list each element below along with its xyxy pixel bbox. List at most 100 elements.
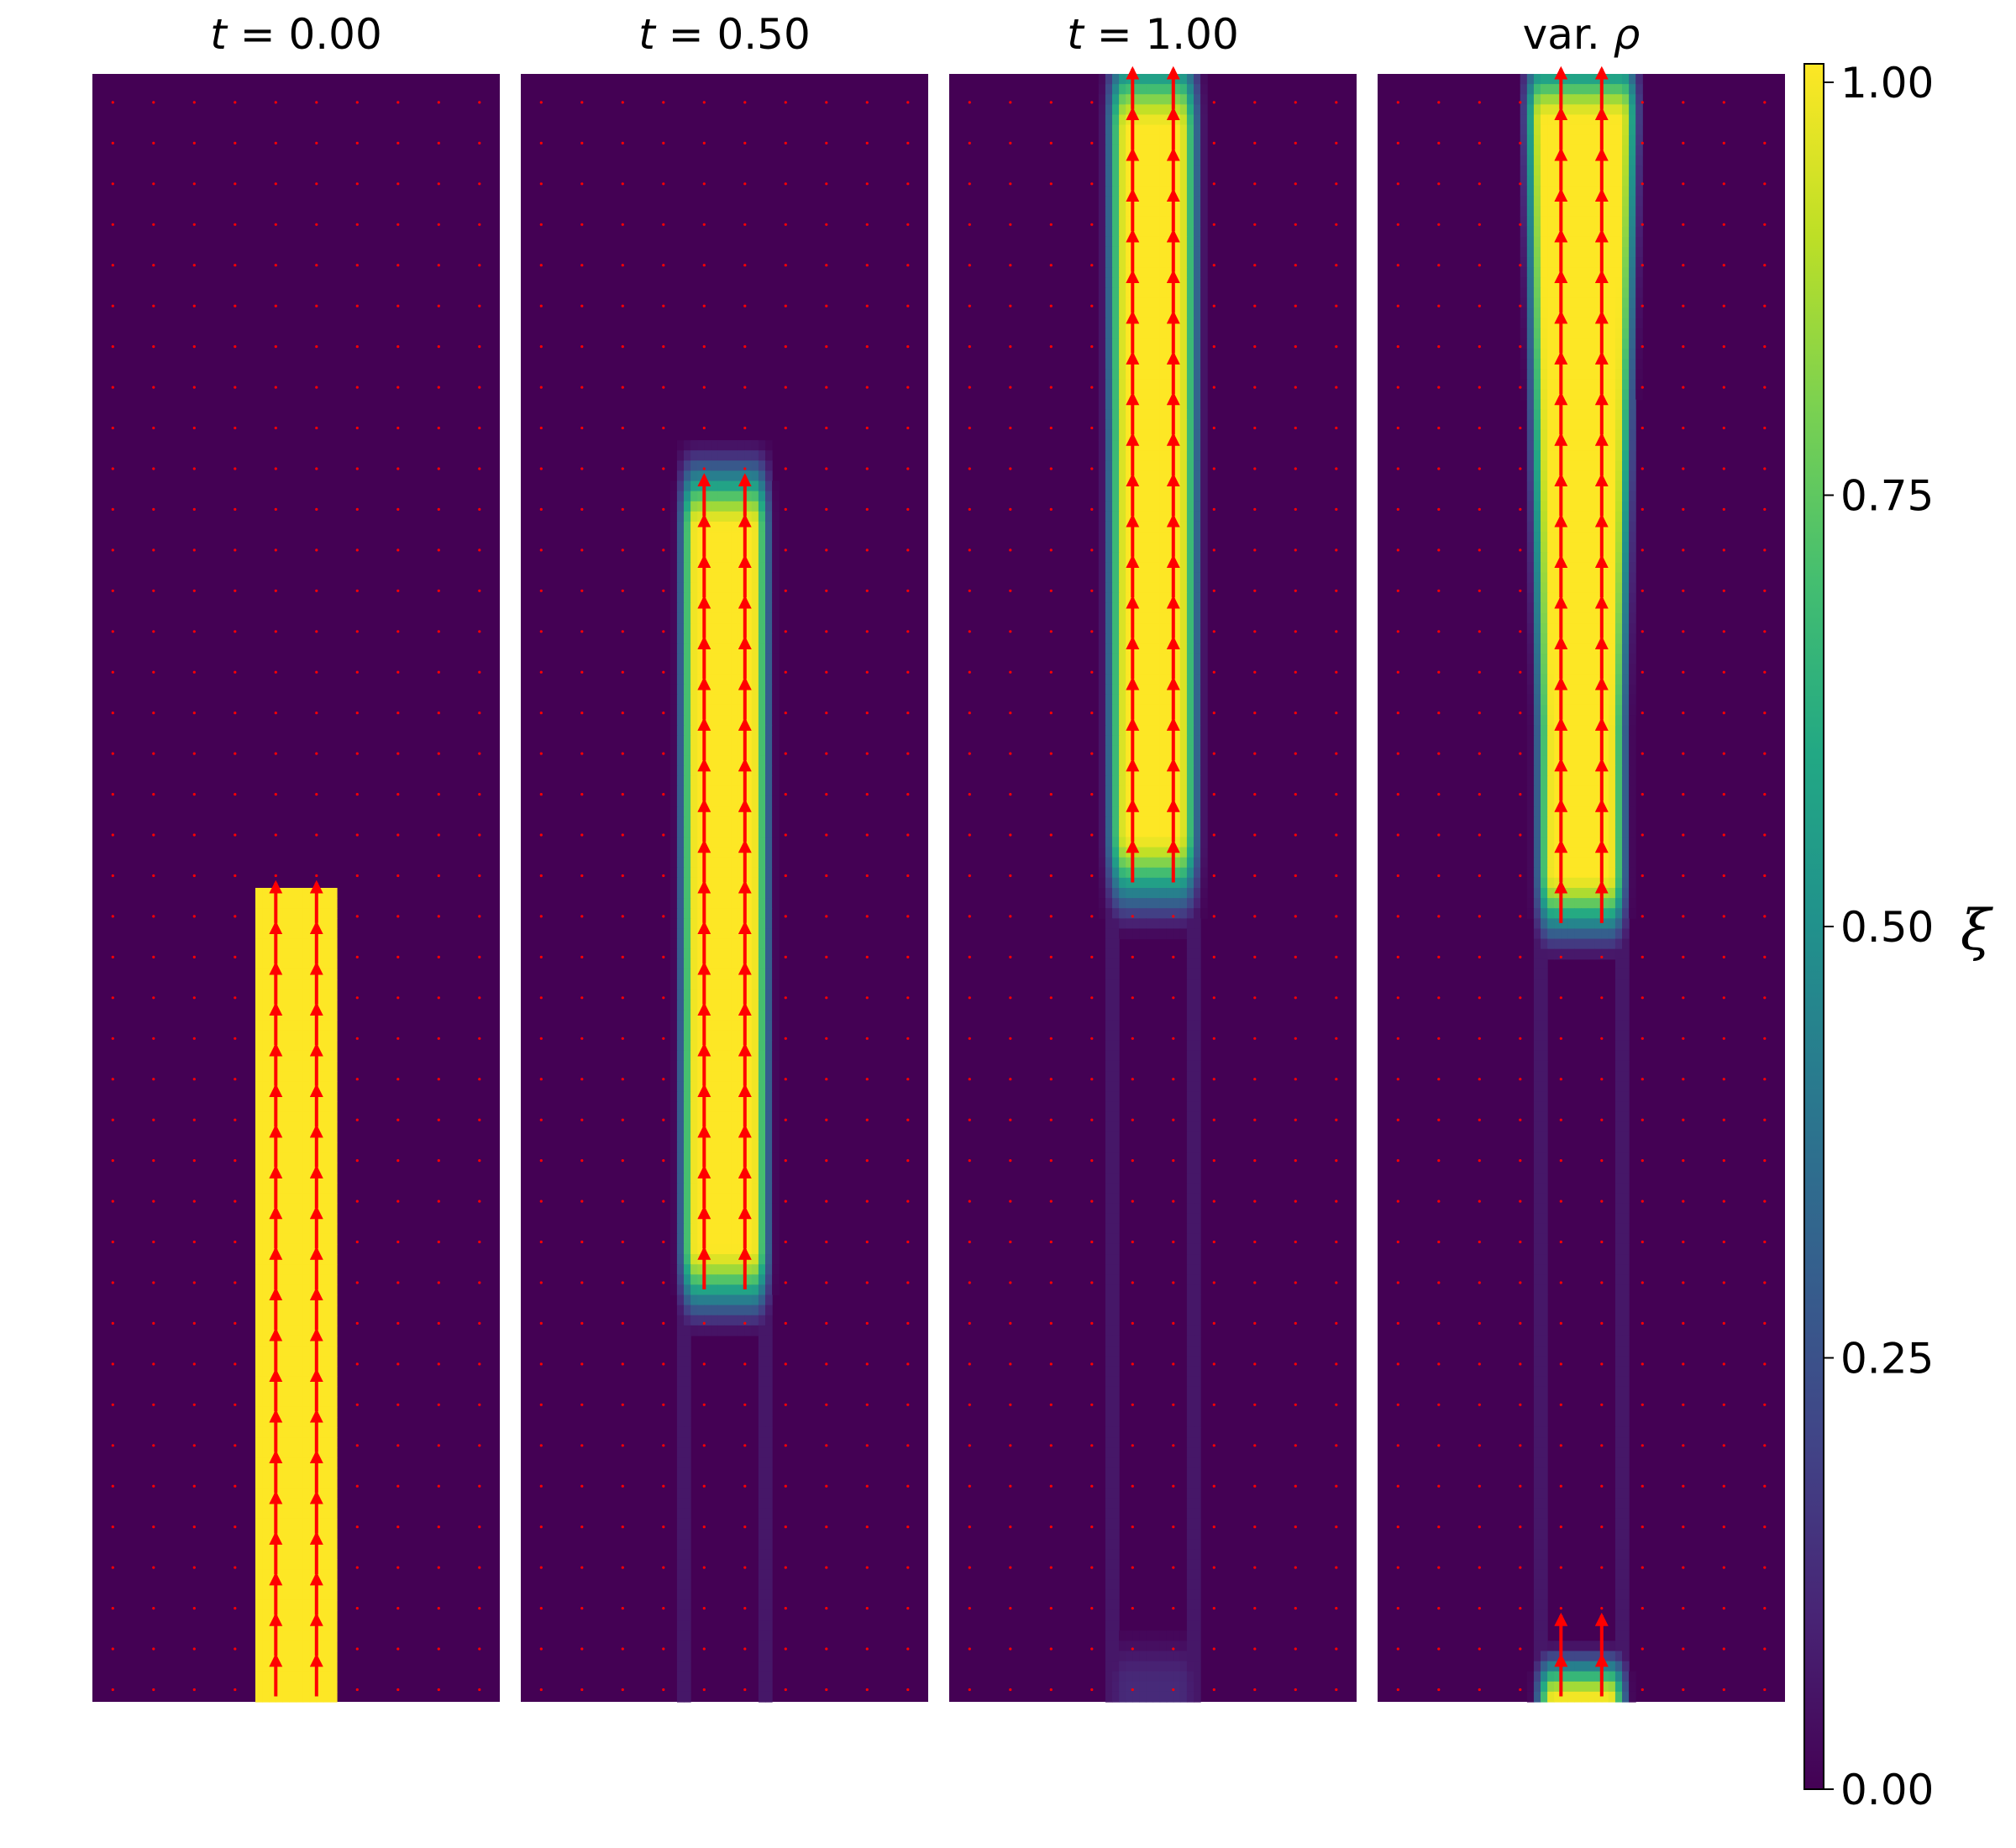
heatmap-cell <box>1105 1467 1113 1479</box>
heatmap-cell <box>1119 114 1126 126</box>
heatmap-cell <box>717 948 726 960</box>
heatmap-cell <box>704 1264 711 1275</box>
quiver-dot <box>437 304 440 307</box>
heatmap-cell <box>1139 602 1147 614</box>
heatmap-cell <box>1179 216 1188 228</box>
heatmap-cell <box>758 450 766 461</box>
heatmap-cell <box>731 979 739 990</box>
heatmap-cell <box>724 928 732 940</box>
heatmap-cell <box>731 1183 739 1194</box>
heatmap-cell <box>765 948 773 960</box>
heatmap-cell <box>697 612 705 624</box>
heatmap-cell <box>302 990 311 1000</box>
heatmap-cell <box>765 898 773 909</box>
quiver-dot <box>478 752 481 755</box>
heatmap-cell <box>758 440 766 451</box>
heatmap-cell <box>269 1518 276 1530</box>
heatmap-cell <box>684 1661 691 1672</box>
heatmap-cell <box>751 1050 759 1062</box>
heatmap-cell <box>676 674 685 685</box>
quiver-dot <box>478 549 481 552</box>
heatmap-cell <box>676 1081 685 1092</box>
heatmap-cell <box>744 1101 753 1113</box>
heatmap-cell <box>1173 816 1181 827</box>
heatmap-cell <box>751 1060 759 1072</box>
heatmap-cell <box>1105 1213 1113 1225</box>
heatmap-cell <box>738 745 746 757</box>
heatmap-cell <box>751 1020 759 1032</box>
quiver-dot <box>580 793 584 796</box>
quiver-dot <box>621 1444 624 1447</box>
heatmap-cell <box>1186 1508 1194 1520</box>
quiver-dot <box>152 793 155 796</box>
quiver-dot <box>784 1525 787 1529</box>
heatmap-cell <box>1186 307 1194 319</box>
heatmap-cell <box>309 990 318 1000</box>
heatmap-cell <box>676 532 685 543</box>
heatmap-cell <box>1179 74 1188 85</box>
quiver-dot <box>152 670 155 674</box>
heatmap-cell <box>1186 958 1194 970</box>
quiver-dot <box>111 1403 114 1406</box>
heatmap-cell <box>1139 338 1147 349</box>
heatmap-cell <box>1139 134 1147 146</box>
heatmap-cell <box>738 1233 746 1245</box>
quiver-dot <box>906 264 910 267</box>
heatmap-cell <box>751 694 759 706</box>
heatmap-cell <box>1098 654 1106 665</box>
heatmap-cell <box>289 1325 297 1336</box>
heatmap-cell <box>1119 359 1126 370</box>
heatmap-cell <box>772 1111 780 1123</box>
heatmap-cell <box>684 1641 691 1652</box>
heatmap-cell <box>758 745 766 757</box>
quiver-dot <box>865 996 869 1000</box>
heatmap-cell <box>711 948 719 960</box>
heatmap-cell <box>684 806 691 817</box>
heatmap-cell <box>269 1020 276 1032</box>
heatmap-cell <box>316 1396 324 1408</box>
heatmap-cell <box>1200 775 1208 787</box>
heatmap-cell <box>302 1630 311 1641</box>
heatmap-cell <box>316 1559 324 1571</box>
heatmap-cell <box>1126 124 1133 136</box>
heatmap-cell <box>772 1060 780 1072</box>
heatmap-cell <box>697 745 705 757</box>
heatmap-cell <box>1139 857 1147 869</box>
quiver-dot <box>865 507 869 512</box>
heatmap-cell <box>684 542 691 553</box>
heatmap-cell <box>296 1183 304 1194</box>
heatmap-cell <box>1112 1091 1120 1102</box>
heatmap-cell <box>1105 1488 1113 1499</box>
heatmap-cell <box>676 1467 685 1479</box>
heatmap-cell <box>690 684 698 696</box>
heatmap-cell <box>1105 349 1113 360</box>
heatmap-cell <box>329 1243 338 1255</box>
quiver-dot <box>906 426 910 430</box>
heatmap-cell <box>1200 827 1208 838</box>
quiver-dot <box>621 915 624 918</box>
heatmap-cell <box>1105 1091 1113 1102</box>
quiver-dot <box>396 1525 400 1529</box>
heatmap-cell <box>1173 623 1181 634</box>
heatmap-cell <box>1173 369 1181 380</box>
quiver-dot <box>784 223 787 226</box>
heatmap-cell <box>296 1539 304 1550</box>
heatmap-cell <box>751 735 759 747</box>
heatmap-cell <box>309 1183 318 1194</box>
heatmap-cell <box>772 888 780 899</box>
heatmap-cell <box>1194 684 1201 696</box>
heatmap-cell <box>1146 725 1154 736</box>
heatmap-cell <box>1098 379 1106 391</box>
heatmap-cell <box>1179 795 1188 807</box>
heatmap-cell <box>731 491 739 502</box>
heatmap-cell <box>758 521 766 533</box>
heatmap-cell <box>255 898 263 909</box>
heatmap-cell <box>1200 440 1208 451</box>
heatmap-cell <box>1132 165 1140 176</box>
heatmap-cell <box>690 532 698 543</box>
heatmap-cell <box>669 1020 678 1032</box>
heatmap-cell <box>1186 440 1194 451</box>
heatmap-cell <box>329 1447 338 1458</box>
heatmap-cell <box>1105 216 1113 228</box>
heatmap-cell <box>1179 389 1188 401</box>
